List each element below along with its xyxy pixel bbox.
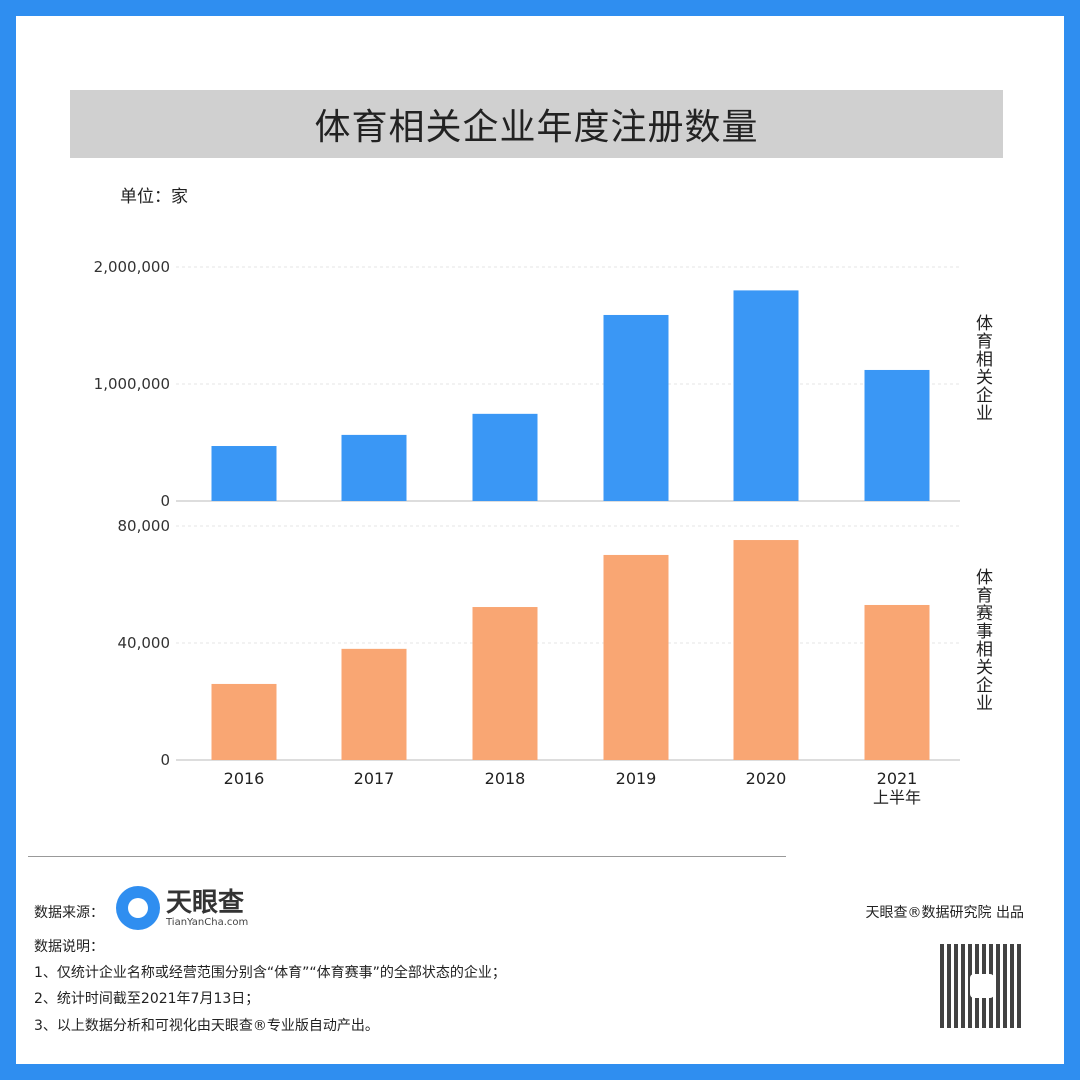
x-tick-label: 2017 [354,769,395,788]
bar-0-5 [864,369,930,501]
bar-1-3 [603,554,669,760]
bar-1-1 [341,648,407,760]
bottom-chart-ylabel: 体育赛事相关企业 [972,568,992,712]
bar-0-3 [603,314,669,501]
bar-0-1 [341,434,407,501]
y-tick-label: 1,000,000 [94,375,170,393]
note-1: 1、仅统计企业名称或经营范围分别含“体育”“体育赛事”的全部状态的企业； [34,965,506,981]
tianyancha-logo: 天眼查 TianYanCha.com [116,886,248,930]
logo-sub: TianYanCha.com [166,916,249,928]
x-tick-label: 2019 [616,769,657,788]
y-tick-label: 0 [160,751,170,769]
x-tick-sublabel: 上半年 [873,788,921,807]
bar-0-4 [733,290,799,501]
y-tick-label: 0 [160,492,170,510]
logo-icon [116,886,160,930]
notes-title: 数据说明： [34,939,104,955]
divider [28,856,786,857]
y-tick-label: 40,000 [118,634,171,652]
bar-1-5 [864,604,930,760]
y-tick-label: 80,000 [118,517,171,535]
source-label: 数据来源： [34,905,104,921]
x-tick-label: 2020 [746,769,787,788]
y-tick-label: 2,000,000 [94,258,170,276]
bar-charts: 0 1,000,000 2,000,000 0 40,000 80,000 2016 2017… [94,258,960,807]
unit-label: 单位：家 [120,187,188,207]
note-2: 2、统计时间截至2021年7月13日； [34,991,260,1007]
infographic-card: 体育相关企业年度注册数量 单位：家 0 1,000,000 2,000,000 0 40… [16,16,1064,1064]
bar-1-2 [472,607,538,760]
top-chart-ylabel: 体育相关企业 [972,314,992,422]
bar-1-0 [211,683,277,760]
logo-text: 天眼查 [166,887,245,918]
bar-0-2 [472,413,538,501]
producer-credit: 天眼查®数据研究院 出品 [865,905,1024,921]
bar-1-4 [733,540,799,760]
x-tick-label: 2021 [877,769,918,788]
qr-code [940,944,1024,1028]
bar-0-0 [211,446,277,501]
chart-title: 体育相关企业年度注册数量 [70,90,1003,158]
x-tick-label: 2018 [485,769,526,788]
note-3: 3、以上数据分析和可视化由天眼查®专业版自动产出。 [34,1018,379,1034]
x-tick-label: 2016 [224,769,265,788]
